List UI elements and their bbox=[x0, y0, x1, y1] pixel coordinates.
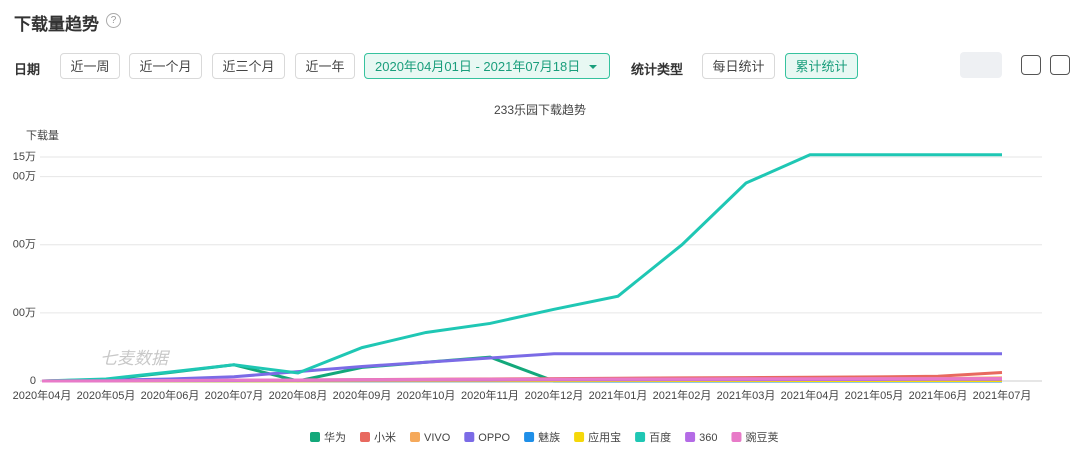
legend-swatch bbox=[360, 432, 370, 442]
y-tick-label: 00万 bbox=[13, 307, 36, 319]
stat-button[interactable]: 每日统计 bbox=[702, 53, 775, 79]
date-button[interactable]: 近一周 bbox=[60, 53, 120, 79]
legend-label: 魅族 bbox=[538, 430, 560, 444]
series-line bbox=[41, 153, 1002, 383]
legend-item[interactable]: 魅族 bbox=[524, 430, 560, 444]
legend-label: 应用宝 bbox=[588, 430, 621, 444]
y-tick-label: 00万 bbox=[13, 239, 36, 251]
x-tick-label: 2020年06月 bbox=[141, 388, 200, 402]
stat-button[interactable]: 累计统计 bbox=[785, 53, 858, 79]
date-range[interactable]: 2020年04月01日 - 2021年07月18日 bbox=[364, 53, 610, 79]
legend-label: 豌豆荚 bbox=[745, 430, 778, 444]
x-tick-label: 2020年05月 bbox=[77, 388, 136, 402]
chart-title: 233乐园下载趋势 bbox=[494, 103, 586, 117]
y-tick-label: 00万 bbox=[13, 170, 36, 182]
legend-label: 百度 bbox=[649, 430, 671, 444]
legend-item[interactable]: 360 bbox=[685, 432, 717, 444]
x-tick-label: 2020年12月 bbox=[525, 388, 584, 402]
legend-swatch bbox=[685, 432, 696, 442]
y-tick-label: 0 bbox=[30, 375, 36, 387]
legend-item[interactable]: OPPO bbox=[464, 432, 511, 444]
date-range-text: 2020年04月01日 - 2021年07月18日 bbox=[375, 59, 581, 74]
date-button[interactable]: 近一年 bbox=[295, 53, 355, 79]
legend-swatch bbox=[410, 432, 420, 442]
legend-label: VIVO bbox=[424, 432, 451, 444]
series-line bbox=[41, 376, 1003, 383]
legend-swatch bbox=[464, 432, 475, 442]
legend-label: 小米 bbox=[374, 431, 396, 444]
legend-item[interactable]: 百度 bbox=[635, 430, 671, 444]
stat-label: 统计类型 bbox=[631, 62, 684, 77]
x-tick-label: 2021年03月 bbox=[717, 388, 776, 402]
x-tick-label: 2020年08月 bbox=[269, 388, 328, 402]
legend-item[interactable]: VIVO bbox=[410, 432, 451, 444]
x-tick-label: 2020年11月 bbox=[461, 388, 519, 402]
image-icon[interactable] bbox=[1021, 55, 1041, 75]
x-tick-label: 2021年02月 bbox=[653, 388, 712, 402]
x-tick-label: 2021年04月 bbox=[781, 388, 840, 402]
legend-swatch bbox=[310, 432, 320, 442]
legend-item[interactable]: 小米 bbox=[360, 431, 396, 444]
x-tick-label: 2020年07月 bbox=[205, 388, 264, 402]
legend-item[interactable]: 应用宝 bbox=[574, 430, 621, 444]
y-axis-title: 下载量 bbox=[26, 129, 59, 142]
legend-label: OPPO bbox=[478, 432, 510, 444]
legend-item[interactable]: 华为 bbox=[310, 430, 346, 444]
date-button[interactable]: 近三个月 bbox=[212, 53, 285, 79]
legend-swatch bbox=[524, 432, 535, 442]
date-label: 日期 bbox=[14, 62, 41, 77]
x-tick-label: 2021年01月 bbox=[589, 388, 648, 402]
legend-item[interactable]: 豌豆荚 bbox=[731, 430, 778, 444]
x-tick-label: 2021年07月 bbox=[973, 388, 1032, 402]
legend-swatch bbox=[635, 432, 646, 442]
watermark: 七麦数据 bbox=[100, 349, 168, 368]
download-icon[interactable] bbox=[1050, 55, 1070, 75]
x-tick-label: 2020年10月 bbox=[397, 388, 456, 402]
help-icon[interactable]: ? bbox=[106, 13, 121, 28]
series-line bbox=[41, 352, 1002, 383]
caret bbox=[589, 65, 597, 73]
x-tick-label: 2020年09月 bbox=[333, 388, 392, 402]
x-tick-label: 2021年05月 bbox=[845, 388, 904, 402]
legend-swatch bbox=[574, 432, 585, 442]
legend-label: 360 bbox=[699, 432, 717, 444]
x-tick-label: 2020年04月 bbox=[13, 388, 72, 402]
y-tick-label: 15万 bbox=[13, 151, 36, 163]
legend-label: 华为 bbox=[324, 430, 346, 444]
view-toggle[interactable] bbox=[960, 52, 1002, 78]
date-button[interactable]: 近一个月 bbox=[129, 53, 202, 79]
page-title: 下载量趋势 bbox=[14, 15, 99, 34]
x-tick-label: 2021年06月 bbox=[909, 388, 968, 402]
legend-swatch bbox=[731, 432, 742, 442]
